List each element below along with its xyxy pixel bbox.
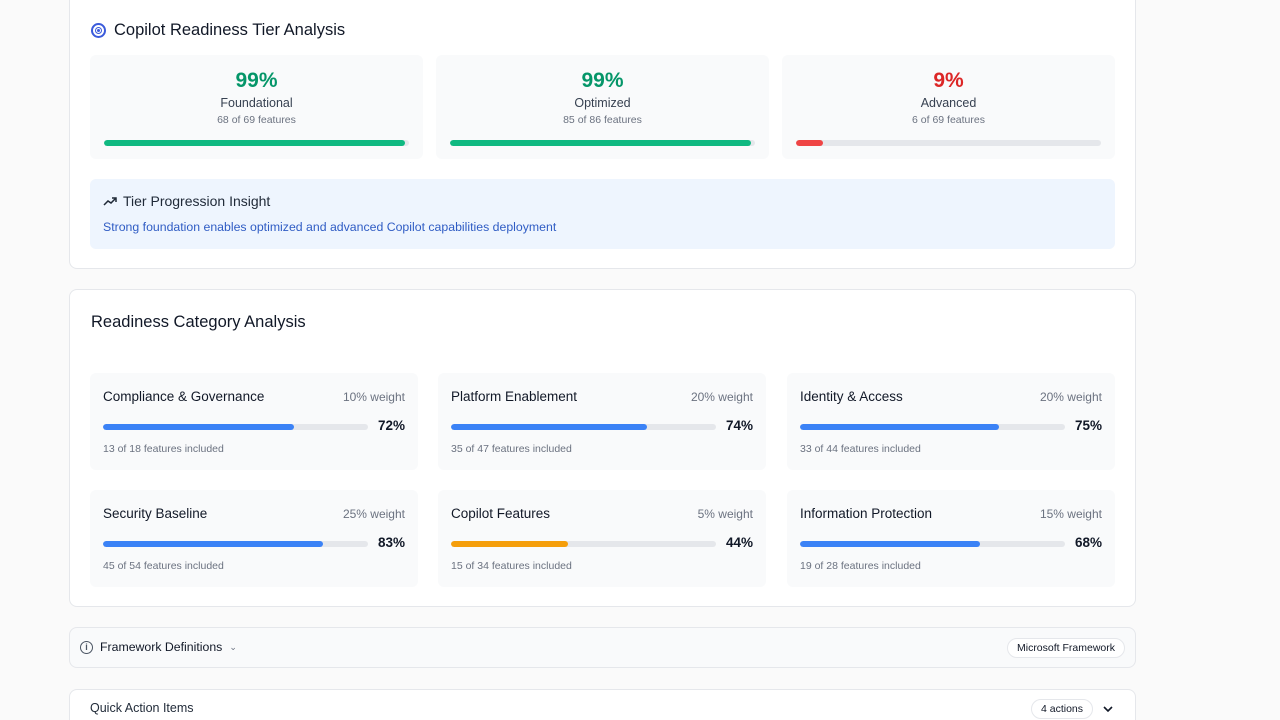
category-count: 15 of 34 features included xyxy=(451,560,572,572)
category-name: Information Protection xyxy=(800,506,933,521)
category-percent: 68% xyxy=(1074,535,1102,550)
framework-definitions-bar[interactable]: i Framework Definitions ⌄ Microsoft Fram… xyxy=(69,627,1136,668)
category-percent: 75% xyxy=(1074,418,1102,433)
tier-analysis-title-text: Copilot Readiness Tier Analysis xyxy=(114,21,346,39)
category-box-compliance: Compliance & Governance 10% weight 72% 1… xyxy=(90,373,418,470)
tier-progression-insight: Tier Progression Insight Strong foundati… xyxy=(90,179,1115,249)
category-box-info-protection: Information Protection 15% weight 68% 19… xyxy=(787,490,1115,587)
category-progress-fill xyxy=(451,424,648,430)
category-box-identity: Identity & Access 20% weight 75% 33 of 4… xyxy=(787,373,1115,470)
insight-text: Strong foundation enables optimized and … xyxy=(103,220,557,234)
category-name: Security Baseline xyxy=(103,506,208,521)
category-analysis-title: Readiness Category Analysis xyxy=(91,313,306,331)
tier-box-foundational: 99% Foundational 68 of 69 features xyxy=(90,55,423,159)
category-count: 19 of 28 features included xyxy=(800,560,921,572)
tier-progress-bar xyxy=(104,140,409,146)
tier-count: 68 of 69 features xyxy=(217,114,296,126)
tier-progress-bar xyxy=(450,140,755,146)
category-count: 35 of 47 features included xyxy=(451,443,572,455)
category-analysis-card: Readiness Category Analysis Compliance &… xyxy=(69,289,1136,607)
tier-name: Optimized xyxy=(574,96,631,110)
framework-definitions-toggle[interactable]: i Framework Definitions ⌄ xyxy=(80,640,237,654)
category-progress-bar xyxy=(451,424,716,430)
insight-title: Tier Progression Insight xyxy=(103,193,270,209)
tier-progress-bar xyxy=(796,140,1101,146)
tier-analysis-card: Copilot Readiness Tier Analysis 99% Foun… xyxy=(69,0,1136,269)
category-progress-bar xyxy=(800,541,1065,547)
category-box-platform: Platform Enablement 20% weight 74% 35 of… xyxy=(438,373,766,470)
category-box-copilot: Copilot Features 5% weight 44% 15 of 34 … xyxy=(438,490,766,587)
category-box-security: Security Baseline 25% weight 83% 45 of 5… xyxy=(90,490,418,587)
framework-badge: Microsoft Framework xyxy=(1006,638,1125,658)
category-count: 45 of 54 features included xyxy=(103,560,224,572)
category-weight: 20% weight xyxy=(1039,390,1102,404)
tier-progress-fill xyxy=(450,140,752,146)
tier-progress-fill xyxy=(104,140,405,146)
category-count: 33 of 44 features included xyxy=(800,443,921,455)
category-weight: 25% weight xyxy=(342,507,405,521)
category-name: Identity & Access xyxy=(800,389,903,404)
quick-action-items-card[interactable]: Quick Action Items 4 actions xyxy=(69,689,1136,720)
target-icon xyxy=(91,23,106,38)
category-progress-fill xyxy=(800,541,981,547)
category-weight: 20% weight xyxy=(690,390,753,404)
category-percent: 44% xyxy=(725,535,753,550)
category-progress-fill xyxy=(451,541,568,547)
category-name: Copilot Features xyxy=(451,506,551,521)
tier-name: Foundational xyxy=(220,96,293,110)
category-weight: 15% weight xyxy=(1039,507,1102,521)
trending-up-icon xyxy=(103,197,117,206)
category-weight: 10% weight xyxy=(342,390,405,404)
tier-analysis-title: Copilot Readiness Tier Analysis xyxy=(91,21,345,40)
tier-percent: 9% xyxy=(933,69,964,92)
tier-box-optimized: 99% Optimized 85 of 86 features xyxy=(436,55,769,159)
chevron-down-icon[interactable] xyxy=(1101,702,1115,716)
tier-progress-fill xyxy=(796,140,824,146)
tier-count: 85 of 86 features xyxy=(563,114,642,126)
category-percent: 83% xyxy=(377,535,405,550)
category-progress-bar xyxy=(451,541,716,547)
category-progress-bar xyxy=(103,424,368,430)
tier-count: 6 of 69 features xyxy=(912,114,985,126)
actions-count-badge: 4 actions xyxy=(1030,699,1093,719)
tier-box-advanced: 9% Advanced 6 of 69 features xyxy=(782,55,1115,159)
tier-name: Advanced xyxy=(920,96,977,110)
category-percent: 72% xyxy=(377,418,405,433)
category-name: Compliance & Governance xyxy=(103,389,265,404)
category-count: 13 of 18 features included xyxy=(103,443,224,455)
category-progress-bar xyxy=(103,541,368,547)
category-name: Platform Enablement xyxy=(451,389,578,404)
category-percent: 74% xyxy=(725,418,753,433)
category-progress-bar xyxy=(800,424,1065,430)
tier-percent: 99% xyxy=(581,69,624,92)
chevron-down-icon: ⌄ xyxy=(229,641,237,652)
category-progress-fill xyxy=(103,541,323,547)
category-weight: 5% weight xyxy=(697,507,753,521)
framework-definitions-label: Framework Definitions xyxy=(100,640,223,654)
category-progress-fill xyxy=(103,424,294,430)
category-progress-fill xyxy=(800,424,999,430)
tier-percent: 99% xyxy=(235,69,278,92)
info-icon: i xyxy=(80,640,93,654)
quick-action-items-title: Quick Action Items xyxy=(90,701,194,715)
insight-title-text: Tier Progression Insight xyxy=(123,193,271,209)
